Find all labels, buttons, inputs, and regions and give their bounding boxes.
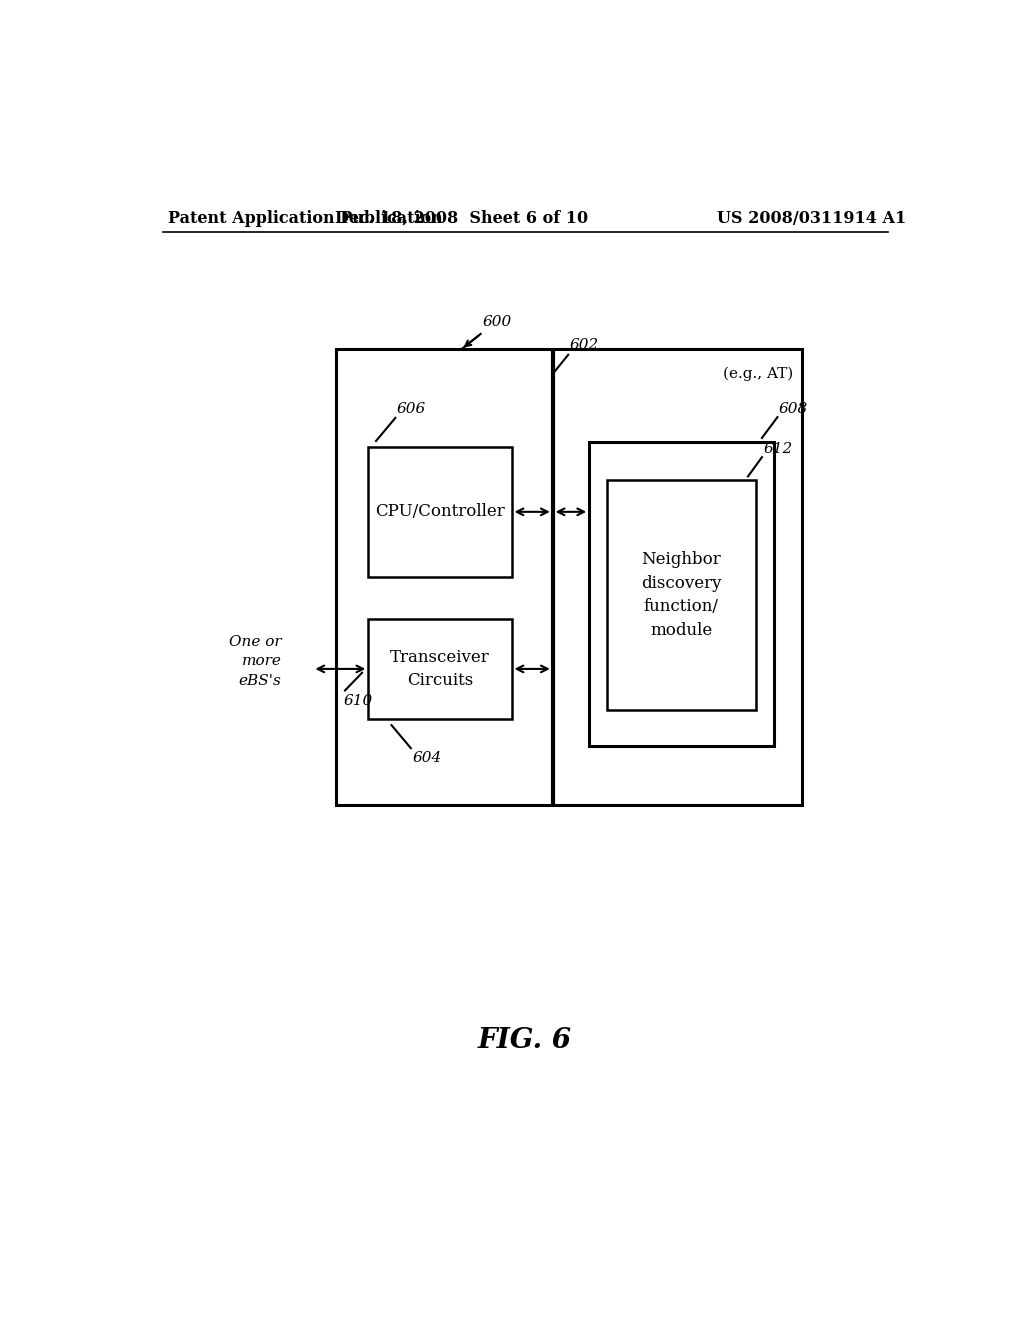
Text: 612: 612 — [764, 442, 793, 455]
Text: US 2008/0311914 A1: US 2008/0311914 A1 — [717, 210, 906, 227]
Text: One or
more
eBS's: One or more eBS's — [228, 635, 282, 688]
Text: Patent Application Publication: Patent Application Publication — [168, 210, 443, 227]
Bar — [369, 619, 512, 719]
Text: (e.g., AT): (e.g., AT) — [723, 367, 793, 380]
Text: 608: 608 — [779, 401, 808, 416]
Text: 606: 606 — [397, 403, 426, 416]
Bar — [589, 442, 773, 746]
Text: Dec. 18, 2008  Sheet 6 of 10: Dec. 18, 2008 Sheet 6 of 10 — [335, 210, 588, 227]
Text: 600: 600 — [483, 315, 512, 330]
Text: Transceiver
Circuits: Transceiver Circuits — [390, 648, 489, 689]
Text: 604: 604 — [413, 751, 441, 766]
Text: FIG. 6: FIG. 6 — [478, 1027, 571, 1053]
Text: 610: 610 — [343, 693, 373, 708]
Bar — [336, 350, 802, 805]
Text: CPU/Controller: CPU/Controller — [375, 503, 505, 520]
Text: 602: 602 — [569, 338, 599, 352]
Text: Neighbor
discovery
function/
module: Neighbor discovery function/ module — [641, 552, 722, 639]
Bar — [369, 447, 512, 577]
Bar — [607, 480, 756, 710]
